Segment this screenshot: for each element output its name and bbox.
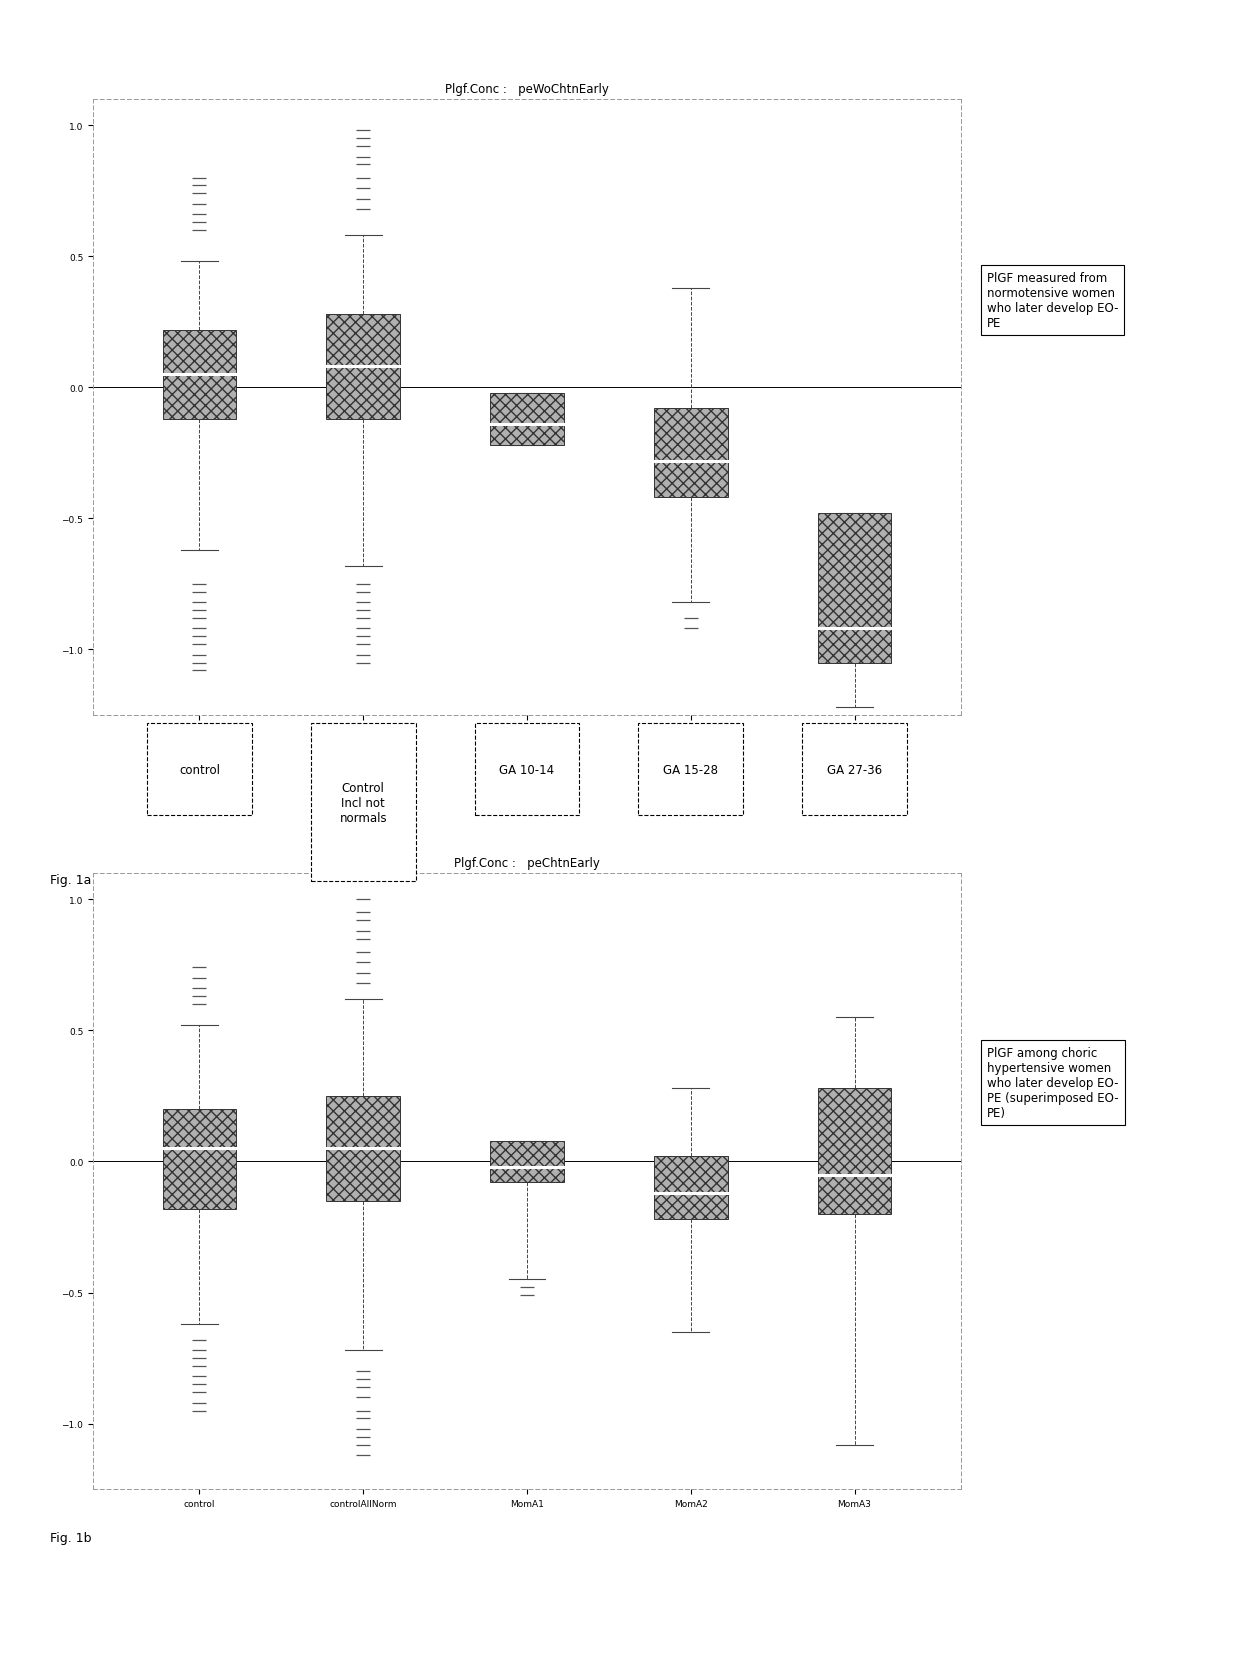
Bar — [817, 514, 892, 664]
Text: Control
Incl not
normals: Control Incl not normals — [340, 782, 387, 824]
Bar — [490, 393, 564, 446]
Bar — [326, 314, 401, 419]
Text: GA 10-14: GA 10-14 — [500, 764, 554, 775]
Title: Plgf.Conc :   peWoChtnEarly: Plgf.Conc : peWoChtnEarly — [445, 83, 609, 97]
Text: GA 15-28: GA 15-28 — [663, 764, 718, 775]
Bar — [490, 1142, 564, 1183]
Bar — [653, 1156, 728, 1220]
Text: PlGF measured from
normotensive women
who later develop EO-
PE: PlGF measured from normotensive women wh… — [987, 273, 1118, 329]
Text: control: control — [179, 764, 219, 775]
Text: GA 27-36: GA 27-36 — [827, 764, 882, 775]
Bar — [326, 1097, 401, 1201]
Text: PlGF among choric
hypertensive women
who later develop EO-
PE (superimposed EO-
: PlGF among choric hypertensive women who… — [987, 1047, 1118, 1118]
Bar — [162, 331, 237, 419]
Bar — [653, 409, 728, 498]
Bar — [817, 1088, 892, 1215]
Bar — [162, 1110, 237, 1210]
Text: Fig. 1a: Fig. 1a — [50, 874, 91, 887]
Text: Fig. 1b: Fig. 1b — [50, 1531, 91, 1544]
Title: Plgf.Conc :   peChtnEarly: Plgf.Conc : peChtnEarly — [454, 857, 600, 870]
